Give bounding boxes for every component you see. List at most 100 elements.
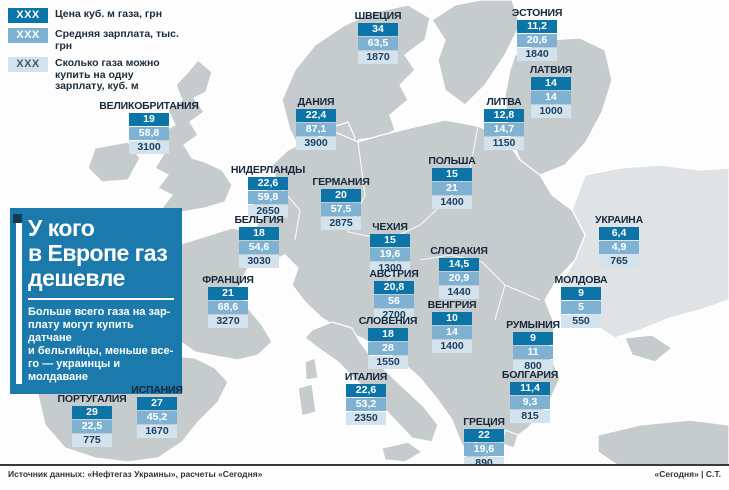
salary-value: 53,2 <box>346 398 386 411</box>
salary-value: 5 <box>561 301 601 314</box>
gas-price-value: 22,6 <box>248 177 288 190</box>
country-name: ПОЛЬША <box>428 155 476 167</box>
country-block-slovakia: СЛОВАКИЯ 14,5 20,9 1440 <box>404 245 514 300</box>
gas-volume-value: 1400 <box>432 196 472 209</box>
country-name: БОЛГАРИЯ <box>501 369 559 381</box>
gas-volume-value: 1670 <box>137 425 177 438</box>
title-stripe <box>13 214 22 384</box>
gas-price-value: 15 <box>370 234 410 247</box>
gas-volume-value: 1440 <box>439 286 479 299</box>
country-block-moldova: МОЛДОВА 9 5 550 <box>526 274 636 329</box>
legend-label-salary: Средняя зарплата, тыс. грн <box>55 28 179 52</box>
title-divider <box>28 298 174 300</box>
legend-row-price: XXX Цена куб. м газа, грн <box>8 8 188 23</box>
page-title: У кого в Европе газ дешевле <box>28 215 168 291</box>
gas-price-value: 29 <box>72 406 112 419</box>
country-block-poland: ПОЛЬША 15 21 1400 <box>397 155 507 210</box>
country-block-france: ФРАНЦИЯ 21 68,6 3270 <box>173 274 283 329</box>
gas-price-value: 9 <box>561 287 601 300</box>
country-name: ШВЕЦИЯ <box>354 10 402 22</box>
gas-price-value: 20,8 <box>374 281 414 294</box>
country-name: ИСПАНИЯ <box>131 384 183 396</box>
legend: XXX Цена куб. м газа, грн XXX Средняя за… <box>8 8 188 98</box>
country-block-hungary: ВЕНГРИЯ 10 14 1400 <box>397 299 507 354</box>
salary-value: 19,6 <box>370 248 410 261</box>
gas-price-value: 11,4 <box>510 382 550 395</box>
legend-swatch-salary: XXX <box>8 28 48 43</box>
salary-value: 63,5 <box>358 37 398 50</box>
country-name: ЛИТВА <box>486 96 522 108</box>
country-name: ЭСТОНИЯ <box>511 7 563 19</box>
salary-value: 87,1 <box>296 123 336 136</box>
gas-price-value: 19 <box>129 113 169 126</box>
salary-value: 54,6 <box>239 241 279 254</box>
gas-volume-value: 1400 <box>432 340 472 353</box>
gas-volume-value: 3100 <box>129 141 169 154</box>
country-name: МОЛДОВА <box>554 274 608 286</box>
country-block-ukraine: УКРАИНА 6,4 4,9 765 <box>564 214 674 269</box>
country-name: УКРАИНА <box>595 214 643 226</box>
country-block-czechia: ЧЕХИЯ 15 19,6 1300 <box>335 221 445 276</box>
country-name: БЕЛЬГИЯ <box>234 214 284 226</box>
salary-value: 68,6 <box>208 301 248 314</box>
gas-volume-value: 2350 <box>346 412 386 425</box>
gas-price-value: 27 <box>137 397 177 410</box>
salary-value: 4,9 <box>599 241 639 254</box>
country-name: НИДЕРЛАНДЫ <box>230 164 306 176</box>
country-name: ФРАНЦИЯ <box>202 274 254 286</box>
country-name: ВЕНГРИЯ <box>427 299 477 311</box>
gas-volume-value: 1000 <box>531 105 571 118</box>
salary-value: 9,3 <box>510 396 550 409</box>
legend-label-volume: Сколько газа можно купить на одну зарпла… <box>55 57 160 92</box>
country-block-denmark: ДАНИЯ 22,4 87,1 3900 <box>261 96 371 151</box>
gas-volume-value: 1550 <box>368 356 408 369</box>
salary-value: 22,5 <box>72 420 112 433</box>
salary-value: 57,5 <box>321 203 361 216</box>
title-block: У кого в Европе газ дешевле Больше всего… <box>10 208 182 394</box>
gas-volume-value: 2650 <box>248 205 288 218</box>
country-block-uk: ВЕЛИКОБРИТАНИЯ 19 58,8 3100 <box>94 100 204 155</box>
country-block-netherlands: НИДЕРЛАНДЫ 22,6 59,8 2650 <box>213 164 323 219</box>
country-name: ГЕРМАНИЯ <box>312 176 370 188</box>
title-stripe-square <box>13 214 22 223</box>
gas-price-value: 14 <box>531 77 571 90</box>
country-block-sweden: ШВЕЦИЯ 34 63,5 1870 <box>323 10 433 65</box>
map-finland <box>431 0 521 106</box>
gas-volume-value: 3900 <box>296 137 336 150</box>
legend-swatch-price: XXX <box>8 8 48 23</box>
legend-swatch-volume: XXX <box>8 57 48 72</box>
country-name: ЛАТВИЯ <box>529 64 573 76</box>
gas-volume-value: 775 <box>72 434 112 447</box>
country-block-estonia: ЭСТОНИЯ 11,2 20,6 1840 <box>482 7 592 62</box>
gas-price-value: 21 <box>208 287 248 300</box>
country-block-bulgaria: БОЛГАРИЯ 11,4 9,3 815 <box>475 369 585 424</box>
salary-value: 59,8 <box>248 191 288 204</box>
country-block-slovenia: СЛОВЕНИЯ 18 28 1550 <box>333 315 443 370</box>
country-name: ГРЕЦИЯ <box>463 416 505 428</box>
gas-price-value: 22,4 <box>296 109 336 122</box>
salary-value: 58,8 <box>129 127 169 140</box>
map-ireland <box>87 141 141 183</box>
legend-label-price: Цена куб. м газа, грн <box>55 8 163 20</box>
country-block-austria: АВСТРИЯ 20,8 56 2700 <box>339 268 449 323</box>
gas-volume-value: 3270 <box>208 315 248 328</box>
country-block-italy: ИТАЛИЯ 22,6 53,2 2350 <box>311 371 421 426</box>
gas-volume-value: 765 <box>599 255 639 268</box>
gas-volume-value: 3030 <box>239 255 279 268</box>
salary-value: 20,9 <box>439 272 479 285</box>
gas-price-value: 15 <box>432 168 472 181</box>
gas-price-value: 14,5 <box>439 258 479 271</box>
gas-volume-value: 800 <box>513 360 553 373</box>
gas-price-value: 11,2 <box>517 20 557 33</box>
legend-row-volume: XXX Сколько газа можно купить на одну за… <box>8 57 188 93</box>
country-name: ДАНИЯ <box>297 96 335 108</box>
country-name: ИТАЛИЯ <box>344 371 388 383</box>
gas-volume-value: 815 <box>510 410 550 423</box>
gas-volume-value: 2700 <box>374 309 414 322</box>
salary-value: 21 <box>432 182 472 195</box>
country-block-greece: ГРЕЦИЯ 22 19,6 890 <box>429 416 539 471</box>
country-name: СЛОВАКИЯ <box>430 245 488 257</box>
salary-value: 14,7 <box>484 123 524 136</box>
country-name: ВЕЛИКОБРИТАНИЯ <box>99 100 199 112</box>
